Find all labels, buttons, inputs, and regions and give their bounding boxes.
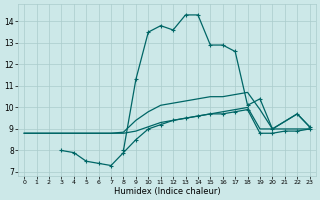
X-axis label: Humidex (Indice chaleur): Humidex (Indice chaleur) <box>114 187 220 196</box>
